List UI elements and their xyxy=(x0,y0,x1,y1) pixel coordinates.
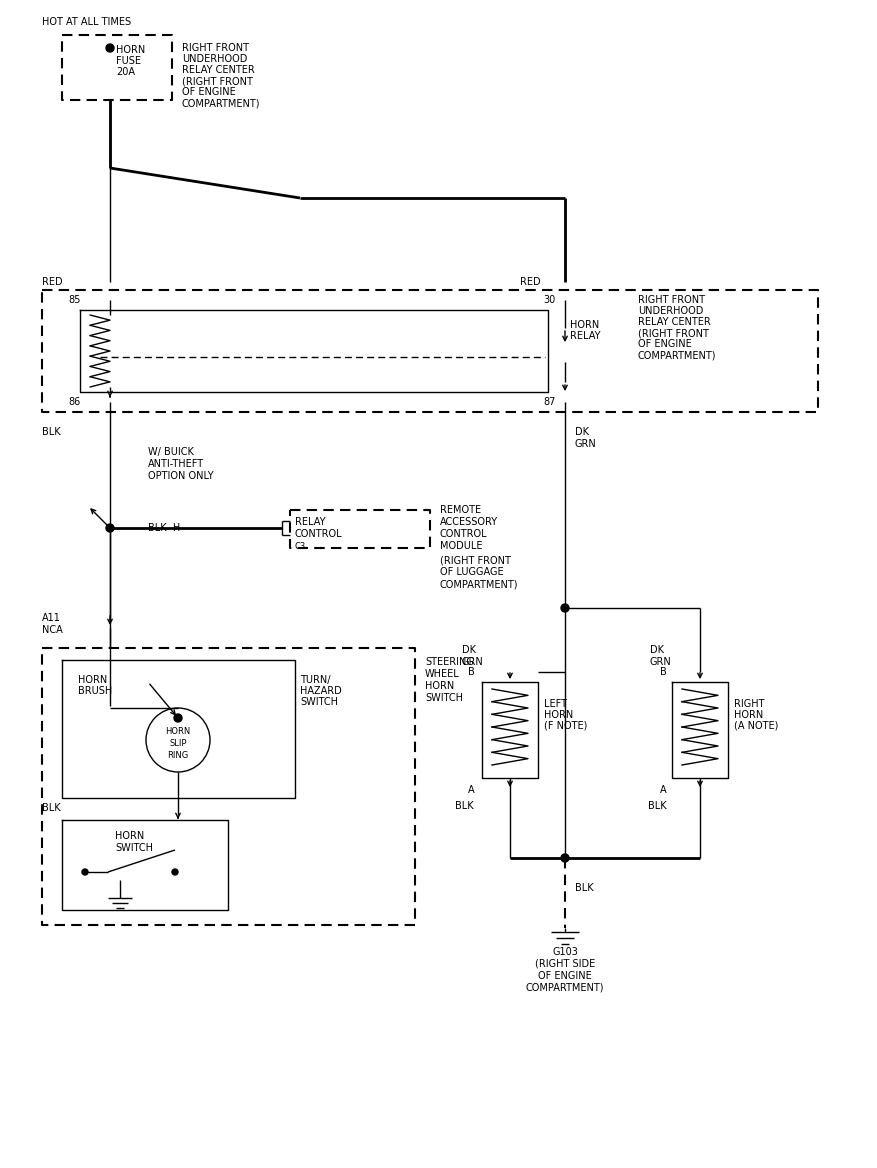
Text: B: B xyxy=(660,667,666,677)
Text: OF LUGGAGE: OF LUGGAGE xyxy=(439,566,503,577)
Text: A: A xyxy=(660,785,666,795)
Text: TURN/: TURN/ xyxy=(300,675,330,684)
Text: GRN: GRN xyxy=(461,658,483,667)
Text: COMPARTMENT): COMPARTMENT) xyxy=(525,983,603,993)
Text: G103: G103 xyxy=(552,947,577,957)
Text: GRN: GRN xyxy=(574,439,596,449)
Text: STEERING: STEERING xyxy=(424,658,474,667)
Text: 85: 85 xyxy=(68,296,81,305)
Text: ACCESSORY: ACCESSORY xyxy=(439,517,497,527)
Text: ANTI-THEFT: ANTI-THEFT xyxy=(148,459,203,470)
Text: COMPARTMENT): COMPARTMENT) xyxy=(439,579,518,589)
Text: HAZARD: HAZARD xyxy=(300,686,341,696)
Text: BLK: BLK xyxy=(42,427,61,437)
Circle shape xyxy=(82,869,88,875)
Text: SWITCH: SWITCH xyxy=(424,693,462,703)
Text: NCA: NCA xyxy=(42,625,62,635)
Text: OF ENGINE: OF ENGINE xyxy=(538,971,591,981)
Text: HORN: HORN xyxy=(116,46,145,55)
Circle shape xyxy=(106,44,114,53)
Text: UNDERHOOD: UNDERHOOD xyxy=(638,306,702,317)
Text: RIGHT: RIGHT xyxy=(733,698,764,709)
Text: 86: 86 xyxy=(68,397,80,406)
Text: OF ENGINE: OF ENGINE xyxy=(182,86,236,97)
Text: HORN: HORN xyxy=(424,681,453,691)
Text: RELAY CENTER: RELAY CENTER xyxy=(182,65,254,75)
Text: A: A xyxy=(467,785,474,795)
Text: HORN: HORN xyxy=(544,710,573,719)
Text: HORN: HORN xyxy=(569,320,599,331)
Circle shape xyxy=(106,524,114,531)
Text: COMPARTMENT): COMPARTMENT) xyxy=(182,98,260,107)
Text: BLK: BLK xyxy=(42,804,61,813)
Text: COMPARTMENT): COMPARTMENT) xyxy=(638,350,716,360)
Text: REMOTE: REMOTE xyxy=(439,505,481,515)
Text: FUSE: FUSE xyxy=(116,56,141,67)
Circle shape xyxy=(172,869,178,875)
Text: DK: DK xyxy=(574,427,588,437)
Text: 87: 87 xyxy=(542,397,555,406)
Text: BLK: BLK xyxy=(647,801,666,811)
Text: UNDERHOOD: UNDERHOOD xyxy=(182,54,247,64)
Circle shape xyxy=(174,714,182,722)
Text: HORN: HORN xyxy=(165,728,190,737)
Text: (F NOTE): (F NOTE) xyxy=(544,721,587,731)
Text: CONTROL: CONTROL xyxy=(295,529,342,538)
Text: LEFT: LEFT xyxy=(544,698,567,709)
Text: A11: A11 xyxy=(42,613,61,623)
Text: HORN: HORN xyxy=(733,710,762,719)
Text: HOT AT ALL TIMES: HOT AT ALL TIMES xyxy=(42,18,131,27)
Text: WHEEL: WHEEL xyxy=(424,669,460,679)
Text: RIGHT FRONT: RIGHT FRONT xyxy=(638,296,704,305)
Text: RED: RED xyxy=(42,277,62,287)
Text: (A NOTE): (A NOTE) xyxy=(733,721,778,731)
Text: RIGHT FRONT: RIGHT FRONT xyxy=(182,43,249,53)
Text: HORN: HORN xyxy=(78,675,107,684)
Text: W/ BUICK: W/ BUICK xyxy=(148,447,194,457)
Text: 30: 30 xyxy=(542,296,554,305)
Text: B: B xyxy=(467,667,474,677)
Text: DK: DK xyxy=(649,645,663,655)
Text: OF ENGINE: OF ENGINE xyxy=(638,339,691,349)
Text: (RIGHT SIDE: (RIGHT SIDE xyxy=(534,959,595,969)
Circle shape xyxy=(560,604,568,612)
Text: HORN: HORN xyxy=(115,830,144,841)
Text: RELAY: RELAY xyxy=(295,517,325,527)
Text: 20A: 20A xyxy=(116,67,135,77)
Circle shape xyxy=(560,854,568,862)
Text: BRUSH: BRUSH xyxy=(78,686,112,696)
Text: (RIGHT FRONT: (RIGHT FRONT xyxy=(439,555,510,565)
Text: GRN: GRN xyxy=(649,658,671,667)
Text: RING: RING xyxy=(168,751,189,760)
Text: BLK  H: BLK H xyxy=(148,523,180,533)
Text: (RIGHT FRONT: (RIGHT FRONT xyxy=(182,76,253,86)
Text: DK: DK xyxy=(461,645,475,655)
Text: (RIGHT FRONT: (RIGHT FRONT xyxy=(638,328,708,338)
Text: RED: RED xyxy=(519,277,540,287)
Text: OPTION ONLY: OPTION ONLY xyxy=(148,471,213,481)
Text: MODULE: MODULE xyxy=(439,541,482,551)
Text: C3: C3 xyxy=(295,542,306,550)
Text: BLK: BLK xyxy=(574,883,593,894)
Text: BLK: BLK xyxy=(454,801,473,811)
Text: SLIP: SLIP xyxy=(169,739,187,749)
Text: RELAY CENTER: RELAY CENTER xyxy=(638,317,710,327)
Text: SWITCH: SWITCH xyxy=(300,697,338,707)
Text: SWITCH: SWITCH xyxy=(115,843,153,853)
Text: RELAY: RELAY xyxy=(569,331,600,341)
Text: CONTROL: CONTROL xyxy=(439,529,487,538)
